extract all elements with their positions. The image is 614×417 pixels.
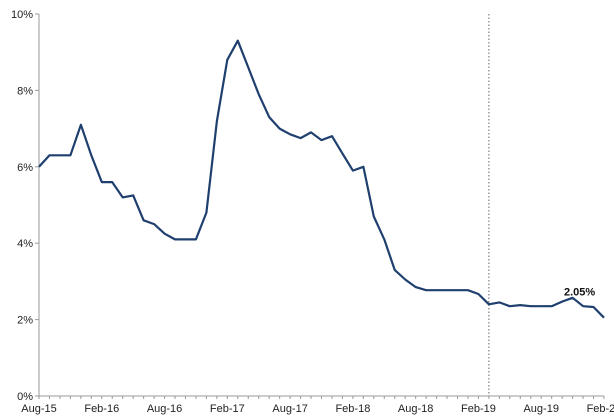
y-tick-label: 2% bbox=[17, 315, 33, 327]
x-tick-label: Feb-20 bbox=[587, 403, 614, 415]
series-line bbox=[38, 39, 605, 319]
x-tick-label: Feb-16 bbox=[84, 403, 119, 415]
y-tick-label: 0% bbox=[17, 391, 33, 403]
y-tick-label: 4% bbox=[17, 238, 33, 250]
x-tick-label: Feb-19 bbox=[461, 403, 496, 415]
x-axis: Aug-15 Feb-16 Aug-16 Feb-17 Aug-17 Feb-18 Aug-… bbox=[21, 395, 614, 415]
value-annotation: 2.05% bbox=[564, 287, 595, 299]
series-group bbox=[38, 39, 605, 319]
x-tick-label: Feb-18 bbox=[335, 403, 370, 415]
y-tick-label: 10% bbox=[11, 9, 33, 21]
x-tick-label: Aug-17 bbox=[272, 403, 307, 415]
y-axis: 0% 2% 4% 6% 8% 10% bbox=[11, 9, 40, 403]
annotation-group: 2.05% bbox=[564, 287, 595, 299]
y-tick-label: 6% bbox=[17, 162, 33, 174]
y-tick-label: 8% bbox=[17, 85, 33, 97]
x-tick-label: Aug-19 bbox=[523, 403, 558, 415]
x-tick-label: Aug-18 bbox=[398, 403, 433, 415]
x-tick-label: Aug-15 bbox=[21, 403, 56, 415]
x-tick-label: Feb-17 bbox=[210, 403, 245, 415]
x-tick-label: Aug-16 bbox=[147, 403, 182, 415]
